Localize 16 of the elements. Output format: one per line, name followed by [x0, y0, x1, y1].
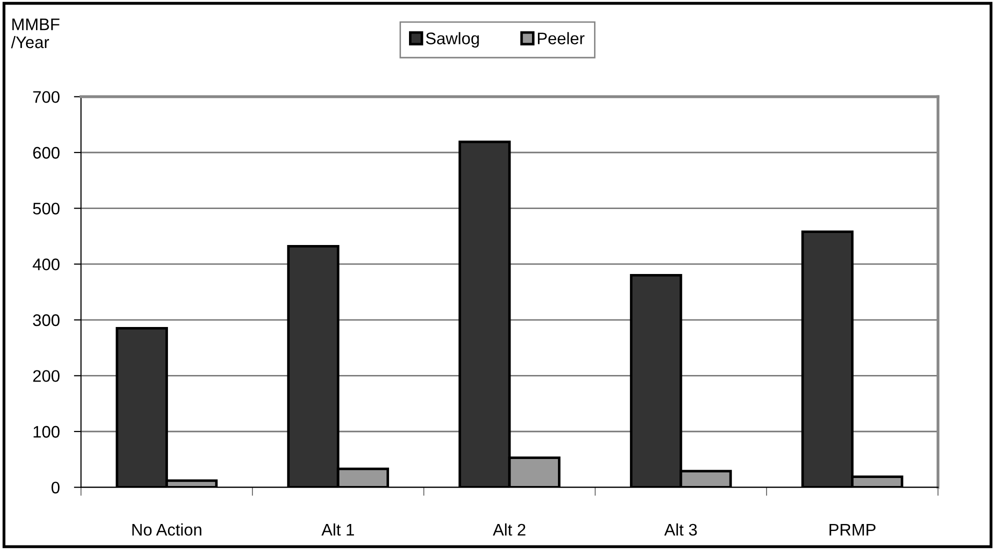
x-tick-label: Alt 2	[492, 523, 526, 536]
x-tick-label: Alt 3	[664, 523, 697, 536]
x-tick-label: No Action	[132, 523, 202, 536]
x-tick-label: Alt 1	[321, 523, 354, 536]
x-tick-label: PRMP	[830, 524, 876, 536]
y-tick-label: 100	[34, 426, 60, 438]
y-tick-label: 600	[33, 146, 60, 159]
legend-label: Peeler	[538, 32, 584, 44]
y-tick-label: 500	[33, 202, 60, 215]
legend-label: Sawlog	[426, 32, 479, 48]
y-axis-title: MMBF /Year	[11, 18, 60, 48]
y-tick-label: 200	[33, 370, 60, 382]
y-tick-label: 300	[32, 314, 60, 326]
y-tick-label: 0	[52, 482, 60, 494]
y-tick-label: 400	[32, 258, 60, 270]
y-tick-label: 700	[33, 91, 60, 103]
